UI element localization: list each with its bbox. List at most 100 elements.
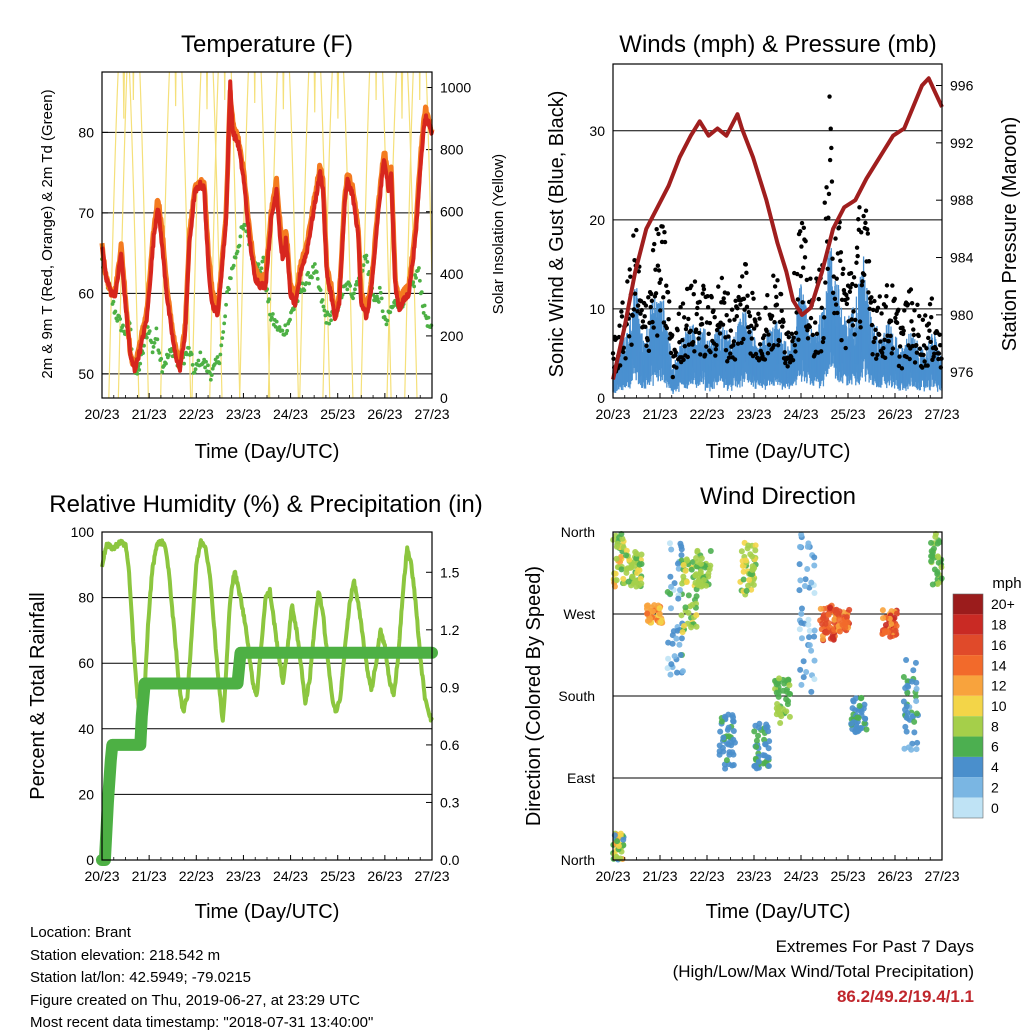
y-tick-label: 10 [589,301,605,317]
gust-point [704,344,709,349]
gust-point [724,312,729,318]
gust-point [818,349,824,354]
direction-point [665,639,672,646]
direction-point [912,693,919,700]
direction-point [844,618,851,625]
direction-point [854,714,861,721]
solar-curve [386,72,418,398]
gust-point [680,337,685,343]
direction-point [679,668,686,675]
gust-point [886,338,891,344]
gust-point [802,255,808,260]
dewpoint-point [321,304,326,309]
direction-point [678,635,685,642]
y-tick-label: 70 [78,205,94,221]
gust-point [779,308,784,314]
colorbar-label: 12 [991,678,1007,694]
created-text: Figure created on Thu, 2019-06-27, at 23… [30,991,360,1009]
gust-point [656,268,662,273]
gust-point [826,191,832,197]
gust-point [865,231,871,236]
direction-point [765,762,772,769]
gust-point [685,354,690,360]
direction-point [678,552,685,559]
direction-point [888,620,895,627]
dewpoint-point [155,337,160,342]
x-tick-label: 26/23 [877,868,912,884]
gust-point [741,336,746,342]
gust-point [688,328,693,334]
gust-point [649,291,654,297]
x-tick-label: 20/23 [595,406,630,422]
gust-point [820,339,826,345]
direction-point [699,582,706,589]
gust-point [681,357,686,362]
direction-point [913,746,920,753]
gust-point [699,316,704,321]
direction-point [683,557,690,564]
direction-point [680,562,687,569]
direction-point [720,734,727,741]
dewpoint-point [273,324,278,329]
direction-point [685,592,692,599]
gust-point [757,316,762,321]
direction-point [678,546,685,553]
gust-point [872,335,878,341]
gust-point [798,273,804,279]
gust-point [893,315,898,321]
dewpoint-point [193,367,198,372]
gust-point [708,349,713,355]
direction-point [775,704,782,711]
gust-point [762,357,768,362]
gust-point [751,296,756,301]
gust-point [727,318,732,323]
direction-point [796,561,803,568]
gust-point [884,293,889,299]
gust-point [733,298,738,304]
gust-point [856,217,861,222]
gust-point [840,271,845,277]
gust-point [635,309,640,314]
direction-point [930,545,937,552]
gust-point [793,330,799,336]
x-tick-label: 21/23 [642,406,677,422]
gust-point [706,331,711,337]
direction-point [786,682,793,689]
latlon-text: Station lat/lon: 42.5949; -79.0215 [30,969,252,986]
gust-point [642,314,647,319]
gust-point [734,314,740,319]
gust-point [890,346,896,351]
gust-point [646,348,652,354]
gust-point [828,126,833,131]
dewpoint-point [421,311,426,315]
y-tick-label: 30 [589,123,605,139]
direction-point [725,724,732,731]
gust-point [841,266,846,272]
direction-point [765,745,772,752]
direction-point [777,711,784,718]
gust-point [843,345,848,351]
direction-point [842,624,849,631]
series-gust [610,94,944,380]
x-tick-label: 25/23 [320,406,355,422]
gust-point [667,299,672,304]
direction-point [836,628,843,635]
gust-point [680,301,686,306]
direction-point [802,576,809,583]
x-tick-label: 25/23 [320,868,355,884]
gust-point [735,341,741,346]
colorbar-swatch [953,756,983,778]
gust-point [870,352,875,357]
gust-point [882,337,887,343]
y2-tick-label: 0.6 [440,737,460,753]
gust-point [662,239,668,245]
gust-point [859,283,865,288]
dewpoint-point [312,262,317,266]
gust-point [726,355,732,360]
panel-humidity: Relative Humidity (%) & Precipitation (i… [27,491,483,923]
dewpoint-point [361,263,366,268]
y2-tick-label: 988 [950,192,974,208]
y-tick-label: North [561,852,595,868]
gust-point [798,229,803,234]
